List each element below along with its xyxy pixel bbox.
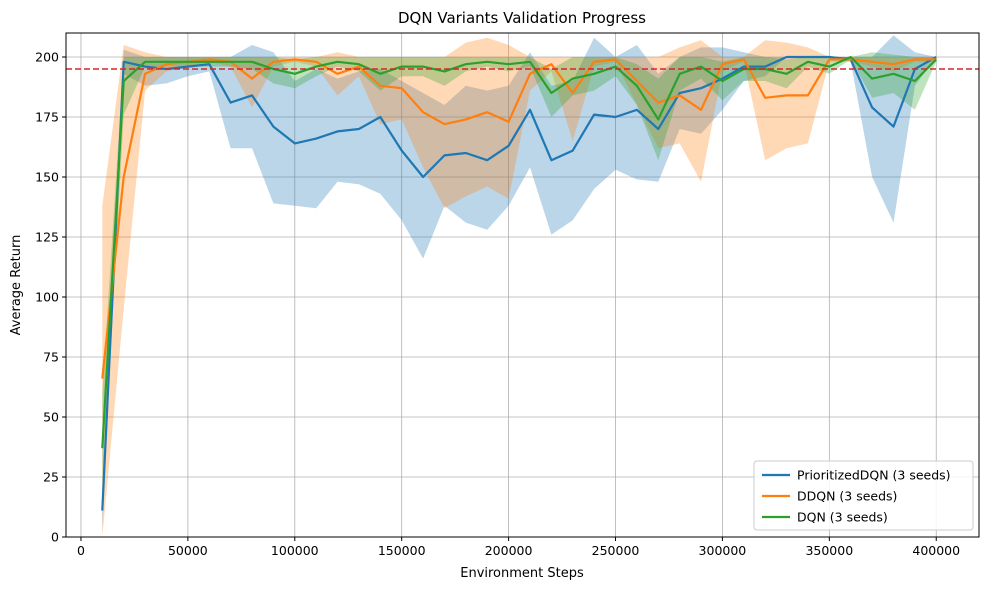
x-tick-label: 400000 [912, 543, 960, 558]
plot-area: 0 50000 100000 150000 200000 250000 300000 3500… [35, 32, 980, 558]
y-tick-label: 50 [43, 410, 59, 425]
y-tick-label: 75 [43, 350, 59, 365]
x-tick-label: 300000 [699, 543, 747, 558]
legend-label-2: DQN (3 seeds) [797, 510, 888, 525]
plot-content [66, 35, 979, 537]
series-line-1 [101, 58, 937, 379]
x-tick-label: 150000 [378, 543, 426, 558]
y-tick-label: 175 [35, 110, 59, 125]
series-band-0 [102, 35, 937, 533]
y-tick-label: 200 [35, 50, 59, 65]
legend: PrioritizedDQN (3 seeds) DDQN (3 seeds) DQ… [753, 460, 974, 531]
y-axis-title: Average Return [9, 235, 24, 336]
x-tick-label: 100000 [271, 543, 319, 558]
y-tick-label: 100 [35, 290, 59, 305]
y-tick-label: 25 [43, 470, 59, 485]
series-line-0 [101, 55, 937, 511]
x-tick-label: 250000 [592, 543, 640, 558]
chart-title: DQN Variants Validation Progress [398, 9, 646, 27]
legend-box [753, 460, 974, 531]
x-tick-label: 200000 [485, 543, 533, 558]
legend-label-1: DDQN (3 seeds) [797, 489, 897, 504]
x-tick-label: 50000 [168, 543, 208, 558]
y-tick-label: 0 [51, 530, 59, 545]
series-band-1 [102, 37, 937, 537]
x-axis-title: Environment Steps [460, 566, 584, 581]
y-tick-label: 150 [35, 170, 59, 185]
y-tick-label: 125 [35, 230, 59, 245]
axes-frame [65, 32, 980, 538]
x-tick-label: 0 [77, 543, 85, 558]
legend-label-0: PrioritizedDQN (3 seeds) [797, 468, 951, 483]
series-line-2 [101, 55, 937, 449]
x-tick-label: 350000 [805, 543, 853, 558]
